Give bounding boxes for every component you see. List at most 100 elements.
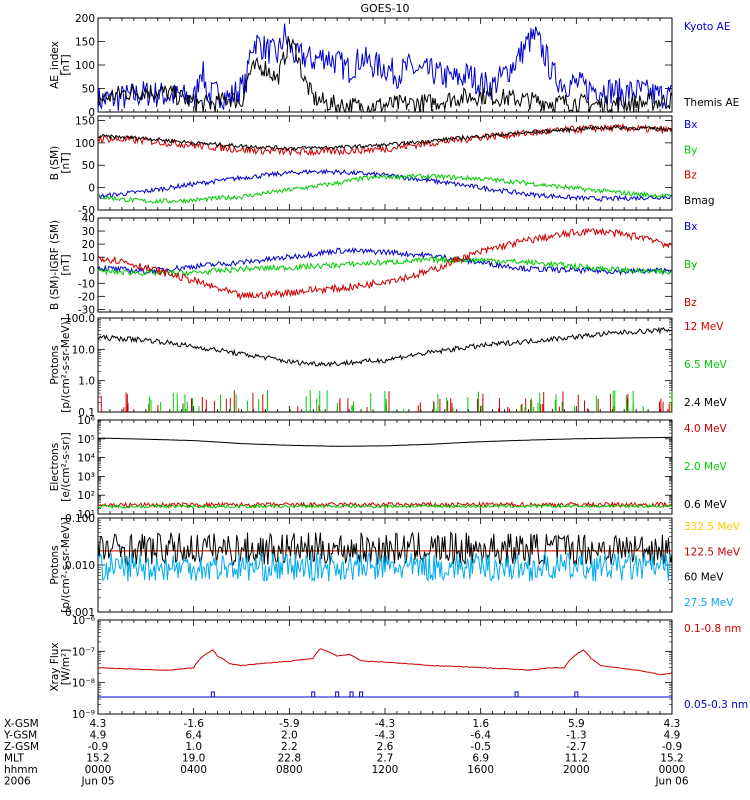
legend-entry: 2.0 MeV (684, 461, 728, 473)
x-row-value: 15.2 (86, 753, 109, 765)
series-line (97, 172, 672, 204)
panel-6: 0.001 0.010 0.100 Protons [p/(cm²-s-sr-MeV)]… (49, 513, 741, 619)
y-tick-label: 0.001 (65, 607, 95, 619)
x-row-value: -4.3 (375, 730, 396, 742)
y-tick-label: 100 (75, 60, 95, 72)
y-tick-label: 30 (82, 226, 95, 238)
y-tick-label: 0 (88, 183, 95, 195)
y-tick-label: -20 (78, 291, 95, 303)
x-row-value: -0.5 (470, 741, 491, 753)
x-row-value: 4.3 (90, 718, 107, 730)
legend-entry: Themis AE (683, 97, 739, 109)
series-line (97, 23, 673, 113)
x-row-value: 5.9 (568, 718, 585, 730)
series-line (97, 255, 673, 277)
x-row-label: MLT (4, 753, 24, 765)
x-row-value: 1.0 (185, 741, 202, 753)
panel-frame (97, 115, 673, 211)
y-axis-label: [nT] (60, 54, 72, 75)
y-axis-label: B (SM)-IGRF (SM) (49, 220, 61, 310)
x-row-value: 1.6 (472, 718, 489, 730)
y-tick-label: 10⁴ (77, 453, 95, 465)
x-row-value: -4.3 (375, 718, 396, 730)
panel-5: 10¹ 10² 10³ 10⁴ 10⁵ 10⁶ Electrons [e/(cm²-s-sr)… (49, 415, 728, 521)
y-axis-label: B (SM) (49, 146, 61, 180)
x-row-value: 22.8 (278, 753, 301, 765)
x-row-value: 1200 (372, 764, 399, 776)
x-row-value: -6.4 (470, 730, 491, 742)
xray-bump (311, 691, 316, 698)
x-row-value: 0400 (180, 764, 207, 776)
y-tick-label: -50 (78, 205, 95, 217)
panel-2: -50 0 50 100 150 B (SM) [nT] Bx By Bz Bmag (49, 115, 715, 217)
x-row-value: -5.9 (279, 718, 300, 730)
x-row-value: Jun 05 (80, 776, 114, 788)
legend-entry: 27.5 MeV (684, 597, 734, 609)
series-line (97, 227, 673, 301)
y-axis-label: [W/m²] (60, 649, 72, 686)
xray-bump (514, 691, 519, 698)
y-axis-label: Electrons (49, 443, 61, 492)
x-row-value: 0000 (85, 764, 112, 776)
y-tick-label: 0.010 (65, 560, 95, 572)
y-tick-label: 10⁻⁷ (72, 646, 95, 658)
legend-entry: 4.0 MeV (684, 423, 728, 435)
xray-bump (210, 691, 215, 698)
x-row-label: Z-GSM (4, 741, 39, 753)
xray-bump (349, 691, 354, 698)
y-tick-label: 1.0 (78, 376, 95, 388)
legend-entry: 332.5 MeV (684, 521, 741, 533)
xray-bump (574, 691, 579, 698)
panel-frame (97, 517, 673, 613)
x-row-value: 6.9 (472, 753, 489, 765)
x-row-value: -0.9 (88, 741, 109, 753)
x-row-value: 4.3 (664, 718, 681, 730)
x-row-value: 15.2 (660, 753, 683, 765)
x-row-label: hhmm (4, 764, 38, 776)
y-tick-label: 10⁻⁸ (72, 678, 95, 690)
y-tick-label: 10² (77, 490, 95, 502)
x-row-label: 2006 (4, 776, 31, 788)
x-row-value: 2.6 (377, 741, 394, 753)
legend-entry: Bx (684, 221, 697, 233)
legend-entry: 0.05-0.3 nm (684, 699, 748, 711)
series-line (97, 503, 673, 510)
legend-entry: 122.5 MeV (684, 546, 741, 558)
legend-entry: Kyoto AE (684, 21, 730, 33)
y-tick-label: 100.0 (65, 313, 95, 325)
x-row-value: 4.9 (664, 730, 681, 742)
x-row-value: -2.7 (566, 741, 587, 753)
legend-entry: Bx (684, 119, 697, 131)
y-tick-label: 150 (75, 115, 95, 127)
y-axis-label: [e/(cm²-s-sr)] (60, 432, 72, 501)
legend-entry: 2.4 MeV (684, 397, 728, 409)
series-line (97, 531, 673, 567)
y-axis-label: Xray Flux (49, 642, 61, 691)
y-tick-label: 100 (75, 138, 95, 150)
y-tick-label: 50 (82, 160, 95, 172)
y-tick-label: -30 (78, 304, 95, 316)
x-row-value: 19.0 (182, 753, 205, 765)
y-tick-label: 0 (88, 265, 95, 277)
panel-1: 0 50 100 150 200 AE_index [nT] Kyoto AE Themis A… (49, 13, 739, 119)
y-tick-label: 10¹ (77, 509, 95, 521)
y-tick-label: 200 (75, 13, 95, 25)
panel-4: 0.1 1.0 10.0 100.0 Protons [p/(cm²-s-sr-MeV)]… (49, 313, 728, 419)
plot-title: GOES-10 (360, 2, 409, 15)
legend-entry: Bz (684, 170, 697, 182)
x-row-value: 0000 (659, 764, 686, 776)
y-tick-label: -10 (78, 278, 95, 290)
xray-bump (359, 691, 364, 698)
series-line (97, 326, 673, 368)
series-line (97, 247, 673, 276)
x-axis-table: X-GSM 4.3 -1.6 -5.9 -4.3 1.6 5.9 4.3 Y-GSM 4.9 6.4… (3, 718, 689, 788)
legend-entry: 12 MeV (684, 321, 724, 333)
x-row-value: 1600 (467, 764, 494, 776)
x-row-value: 2000 (563, 764, 590, 776)
panel-7: 10⁻⁹ 10⁻⁸ 10⁻⁷ 10⁻⁶ Xray Flux [W/m²] 0.1-0.8 n… (49, 615, 748, 721)
series-line (97, 648, 673, 676)
y-tick-label: 20 (82, 239, 95, 251)
